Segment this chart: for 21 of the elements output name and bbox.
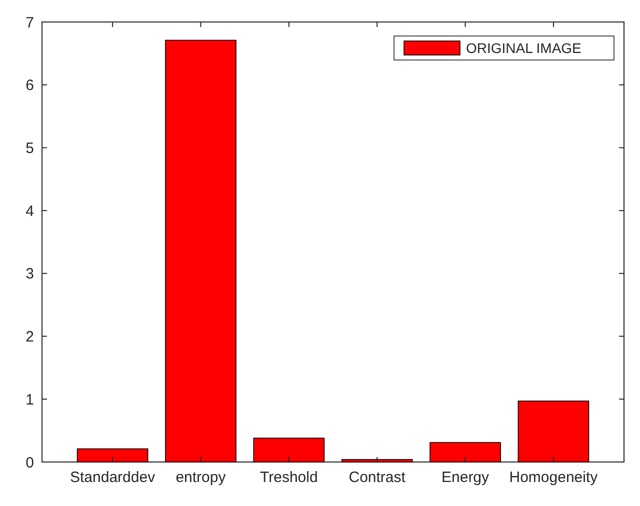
x-tick-label: entropy — [176, 469, 226, 486]
y-tick-label: 0 — [26, 454, 34, 472]
y-tick-label: 3 — [26, 266, 34, 283]
x-tick-label: Energy — [442, 469, 490, 486]
bar — [518, 400, 590, 462]
bar — [165, 40, 236, 462]
x-tick-label: Treshold — [260, 469, 318, 486]
bar — [341, 459, 413, 462]
y-tick-label: 2 — [26, 328, 34, 346]
y-tick-label: 4 — [26, 202, 34, 220]
y-tick-label: 6 — [26, 77, 34, 94]
x-tick-label: Standarddev — [70, 469, 156, 486]
y-tick-label: 7 — [26, 14, 34, 32]
legend-label: ORIGINAL IMAGE — [466, 40, 582, 56]
x-tick-label: Contrast — [348, 469, 406, 486]
y-tick-label: 1 — [26, 391, 34, 408]
bar — [253, 438, 325, 462]
bar — [76, 448, 148, 462]
y-tick-label: 5 — [26, 140, 34, 157]
x-tick-label: Homogeneity — [509, 469, 598, 486]
bar — [430, 442, 501, 462]
